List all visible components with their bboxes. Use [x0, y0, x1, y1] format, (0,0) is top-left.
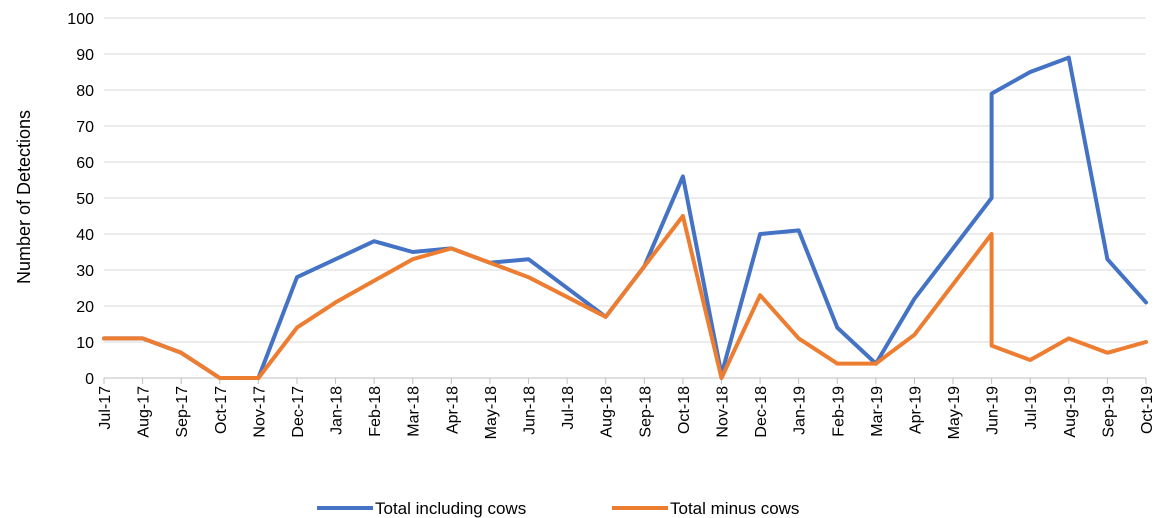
y-tick-label: 40	[76, 227, 94, 244]
y-tick-label: 80	[76, 83, 94, 100]
x-tick-label: Nov-17	[251, 386, 268, 438]
x-tick-label: Oct-17	[213, 386, 230, 434]
x-tick-label: Jan-18	[329, 386, 346, 435]
x-tick-label: Oct-18	[676, 386, 693, 434]
x-tick-label: Sep-19	[1100, 386, 1117, 438]
y-tick-label: 30	[76, 263, 94, 280]
legend: Total including cows Total minus cows	[317, 499, 799, 518]
y-tick-label: 60	[76, 155, 94, 172]
x-tick-label: Oct-19	[1139, 386, 1156, 434]
x-tick-label: Jun-19	[985, 386, 1002, 435]
gridlines	[104, 17, 1146, 343]
x-tick-label: May-19	[946, 386, 963, 439]
x-tick-label: Jan-19	[792, 386, 809, 435]
y-tick-label: 20	[76, 299, 94, 316]
x-tick-label: Mar-18	[406, 386, 423, 437]
legend-label-total-minus-cows: Total minus cows	[670, 499, 799, 518]
x-tick-label: Aug-18	[599, 386, 616, 438]
legend-label-total-including-cows: Total including cows	[375, 499, 526, 518]
x-tick-label: Jul-17	[97, 386, 114, 430]
series-line-total-minus-cows	[102, 214, 1148, 380]
x-tick-label: Jul-19	[1023, 386, 1040, 430]
x-tick-label: Jun-18	[522, 386, 539, 435]
y-tick-label: 0	[85, 371, 94, 388]
y-tick-label: 10	[76, 335, 94, 352]
x-tick-labels: Jul-17 Aug-17 Sep-17 Oct-17 Nov-17 Dec-17 Jan-…	[97, 386, 1156, 439]
x-tick-label: Nov-18	[714, 386, 731, 438]
y-tick-labels: 0 10 20 30 40 50 60 70 80 90 100	[67, 11, 94, 388]
x-tick-label: Jul-18	[560, 386, 577, 430]
y-tick-label: 50	[76, 191, 94, 208]
x-tick-label: Dec-17	[290, 386, 307, 438]
x-tick-label: Sep-18	[637, 386, 654, 438]
x-tick-label: Mar-19	[869, 386, 886, 437]
x-tick-label: Sep-17	[174, 386, 191, 438]
x-tick-label: Feb-19	[830, 386, 847, 437]
x-tick-label: Apr-19	[907, 386, 924, 434]
x-tick-label: Feb-18	[367, 386, 384, 437]
x-tick-label: Aug-19	[1062, 386, 1079, 438]
y-tick-label: 100	[67, 11, 94, 28]
series-lines	[102, 55, 1148, 380]
y-axis-title: Number of Detections	[14, 110, 34, 284]
axes	[103, 377, 1147, 384]
x-tick-label: Dec-18	[753, 386, 770, 438]
x-tick-label: May-18	[483, 386, 500, 439]
y-tick-label: 70	[76, 119, 94, 136]
x-tick-label: Apr-18	[444, 386, 461, 434]
y-tick-label: 90	[76, 47, 94, 64]
x-tick-label: Aug-17	[136, 386, 153, 438]
